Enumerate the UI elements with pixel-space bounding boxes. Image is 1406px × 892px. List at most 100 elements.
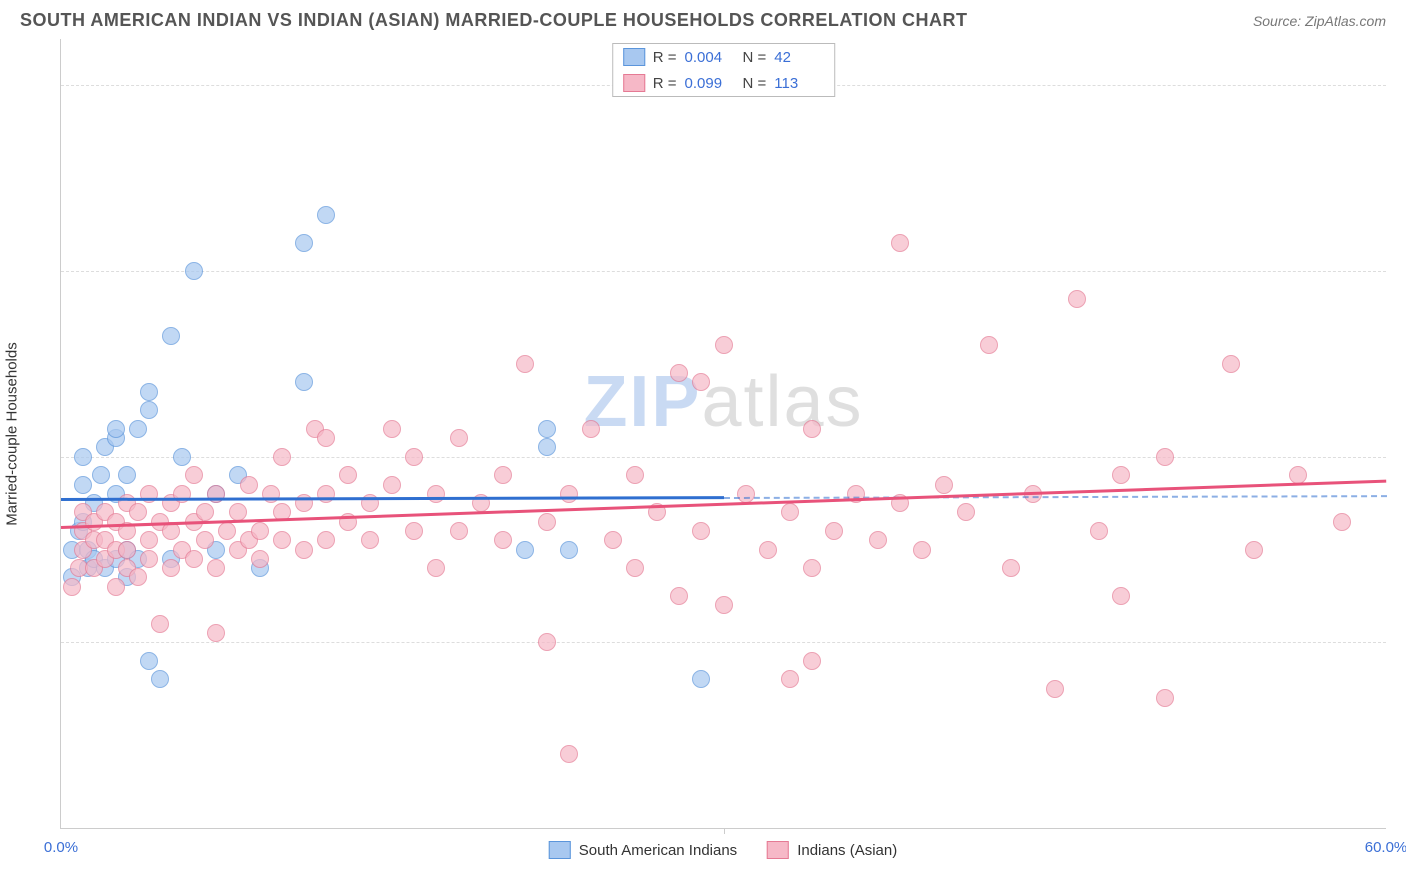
scatter-point [538, 420, 556, 438]
scatter-point [715, 336, 733, 354]
y-tick-label: 60.0% [1396, 448, 1406, 465]
scatter-point [151, 670, 169, 688]
scatter-point [107, 420, 125, 438]
scatter-point [1068, 290, 1086, 308]
scatter-point [207, 624, 225, 642]
scatter-point [516, 541, 534, 559]
scatter-point [295, 234, 313, 252]
scatter-point [538, 438, 556, 456]
scatter-point [582, 420, 600, 438]
scatter-point [383, 476, 401, 494]
scatter-point [383, 420, 401, 438]
scatter-point [295, 541, 313, 559]
scatter-point [173, 448, 191, 466]
scatter-point [781, 503, 799, 521]
scatter-point [196, 531, 214, 549]
scatter-point [74, 448, 92, 466]
chart-title: SOUTH AMERICAN INDIAN VS INDIAN (ASIAN) … [20, 10, 968, 31]
scatter-point [162, 327, 180, 345]
scatter-point [129, 420, 147, 438]
x-tick-label: 60.0% [1365, 839, 1406, 856]
scatter-point [129, 568, 147, 586]
stat-n-value: 113 [774, 75, 824, 92]
scatter-point [427, 485, 445, 503]
scatter-point [803, 420, 821, 438]
scatter-point [295, 373, 313, 391]
scatter-point [803, 652, 821, 670]
scatter-point [361, 531, 379, 549]
scatter-point [626, 466, 644, 484]
watermark-part2: atlas [701, 362, 863, 442]
scatter-point [957, 503, 975, 521]
bottom-legend-item: South American Indians [549, 841, 737, 859]
scatter-point [273, 448, 291, 466]
scatter-point [692, 522, 710, 540]
scatter-point [207, 485, 225, 503]
scatter-point [427, 559, 445, 577]
scatter-point [1245, 541, 1263, 559]
scatter-point [560, 485, 578, 503]
scatter-point [118, 466, 136, 484]
y-axis-label: Married-couple Households [4, 342, 21, 525]
scatter-point [980, 336, 998, 354]
scatter-point [273, 531, 291, 549]
scatter-point [151, 615, 169, 633]
scatter-point [450, 522, 468, 540]
y-tick-label: 40.0% [1396, 634, 1406, 651]
plot-canvas: ZIPatlas R =0.004N =42R =0.099N =113 40.… [60, 39, 1386, 829]
scatter-point [317, 531, 335, 549]
legend-swatch [623, 48, 645, 66]
bottom-legend: South American Indians Indians (Asian) [549, 841, 898, 859]
scatter-point [162, 559, 180, 577]
scatter-point [129, 503, 147, 521]
scatter-point [803, 559, 821, 577]
scatter-point [185, 262, 203, 280]
scatter-point [670, 364, 688, 382]
scatter-point [1156, 448, 1174, 466]
scatter-point [604, 531, 622, 549]
stat-legend-row: R =0.099N =113 [613, 70, 835, 96]
scatter-point [140, 531, 158, 549]
regression-line [61, 480, 1386, 529]
legend-swatch [549, 841, 571, 859]
scatter-point [670, 587, 688, 605]
scatter-point [935, 476, 953, 494]
stat-r-value: 0.099 [685, 75, 735, 92]
scatter-point [140, 383, 158, 401]
stat-legend-row: R =0.004N =42 [613, 44, 835, 70]
stat-r-label: R = [653, 49, 677, 66]
stat-r-label: R = [653, 75, 677, 92]
scatter-point [692, 670, 710, 688]
scatter-point [63, 578, 81, 596]
scatter-point [218, 522, 236, 540]
scatter-point [692, 373, 710, 391]
scatter-point [240, 476, 258, 494]
scatter-point [196, 503, 214, 521]
scatter-point [339, 466, 357, 484]
watermark: ZIPatlas [583, 361, 863, 443]
scatter-point [494, 466, 512, 484]
scatter-point [560, 541, 578, 559]
scatter-point [207, 559, 225, 577]
scatter-point [494, 531, 512, 549]
stat-r-value: 0.004 [685, 49, 735, 66]
legend-swatch [623, 74, 645, 92]
stat-n-label: N = [743, 49, 767, 66]
scatter-point [1090, 522, 1108, 540]
scatter-point [1046, 680, 1064, 698]
scatter-point [450, 429, 468, 447]
chart-area: Married-couple Households ZIPatlas R =0.… [60, 39, 1386, 829]
scatter-point [538, 633, 556, 651]
grid-line [61, 642, 1386, 643]
y-tick-label: 100.0% [1396, 77, 1406, 94]
scatter-point [140, 550, 158, 568]
grid-line [61, 271, 1386, 272]
scatter-point [869, 531, 887, 549]
x-tick-mark [724, 828, 725, 834]
scatter-point [737, 485, 755, 503]
scatter-point [1002, 559, 1020, 577]
legend-label: Indians (Asian) [797, 842, 897, 859]
scatter-point [317, 206, 335, 224]
y-tick-label: 80.0% [1396, 263, 1406, 280]
chart-header: SOUTH AMERICAN INDIAN VS INDIAN (ASIAN) … [0, 0, 1406, 39]
